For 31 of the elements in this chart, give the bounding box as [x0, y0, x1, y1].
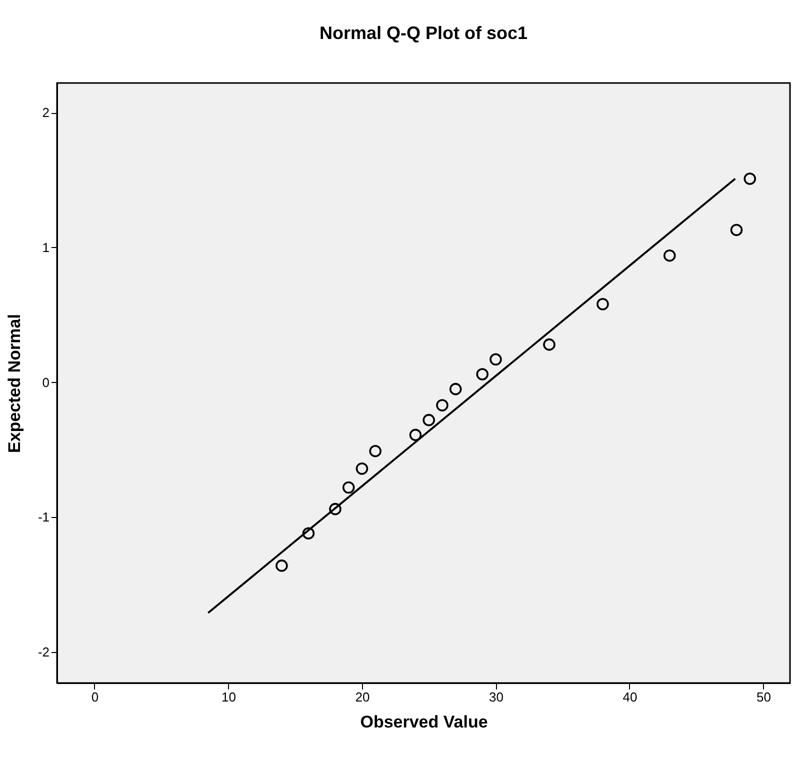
x-tick-label: 50 [756, 690, 771, 704]
point [329, 502, 342, 516]
chart-title: Normal Q-Q Plot of soc1 [319, 23, 528, 43]
y-tick-label: -1 [38, 510, 50, 525]
x-tick-label: 40 [622, 690, 638, 704]
point [276, 560, 288, 572]
x-tick-label: 10 [221, 690, 236, 704]
point [422, 414, 435, 426]
point [663, 249, 676, 262]
point [369, 444, 382, 458]
point [744, 172, 756, 185]
point [543, 338, 556, 351]
x-axis-title: Observed Value [360, 712, 488, 732]
point [436, 399, 448, 412]
x-tick-label: 20 [355, 690, 370, 704]
y-tick-label: 2 [42, 105, 50, 120]
y-tick-label: 1 [42, 240, 50, 255]
y-tick-label: 0 [42, 374, 50, 390]
point [409, 428, 422, 442]
point [596, 298, 609, 310]
point [490, 353, 502, 366]
point [730, 224, 743, 236]
y-tick-label: -2 [38, 644, 50, 660]
x-tick-label: 30 [488, 690, 504, 704]
point [476, 368, 488, 380]
y-axis-title: Expected Normal [4, 314, 24, 453]
point [449, 382, 462, 396]
point [302, 527, 315, 540]
point [356, 462, 368, 475]
point [342, 481, 355, 494]
x-tick-label: 0 [91, 690, 99, 704]
